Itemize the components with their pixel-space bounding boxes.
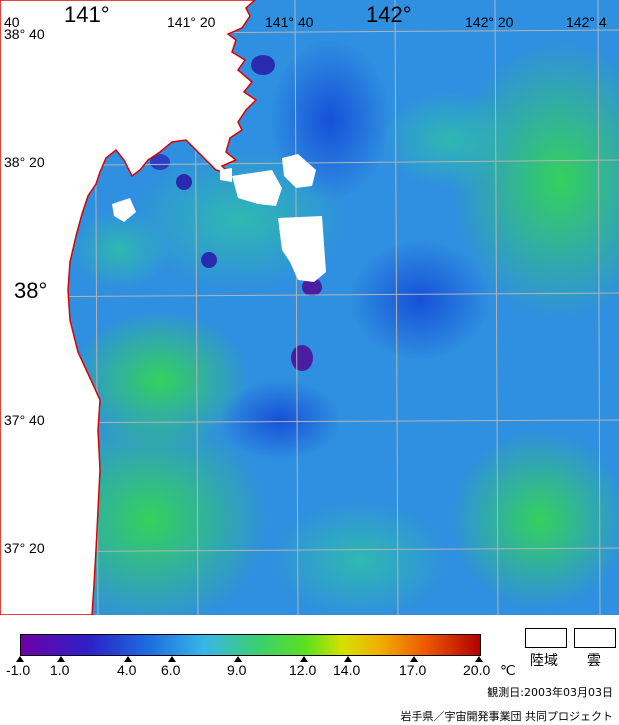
colorbar-tick-label: 9.0: [227, 662, 247, 678]
colorbar-tick-label: 1.0: [50, 662, 70, 678]
colorbar-tick: [475, 656, 483, 662]
lat-label-37-20: 37° 20: [4, 540, 45, 556]
colorbar-tick: [344, 656, 352, 662]
corner-label: 40: [4, 14, 20, 30]
cloud-areas: [112, 154, 326, 282]
lat-label-38-40: 38° 40: [4, 26, 45, 42]
colorbar-tick: [57, 656, 65, 662]
observation-date: 観測日:2003年03月03日: [487, 686, 613, 699]
temperature-colorbar: [20, 634, 481, 656]
colorbar-tick: [16, 656, 24, 662]
land-swatch: [525, 628, 567, 648]
credit-text: 岩手県／宇宙開発事業団 共同プロジェクト: [400, 710, 614, 723]
lon-label-141: 141°: [64, 2, 110, 27]
colorbar-tick: [234, 656, 242, 662]
colorbar-tick-label: 17.0: [399, 662, 427, 678]
colorbar-tick: [300, 656, 308, 662]
colorbar-unit: ℃: [500, 662, 516, 678]
lon-label-141-40: 141° 40: [265, 14, 314, 30]
lat-label-37-40: 37° 40: [4, 412, 45, 428]
colorbar-tick-label: 4.0: [117, 662, 137, 678]
colorbar-tick-label: 20.0: [463, 662, 491, 678]
lon-label-142-20: 142° 20: [465, 14, 514, 30]
colorbar-tick: [410, 656, 418, 662]
lat-label-38: 38°: [14, 278, 48, 303]
land-label: 陸域: [530, 652, 558, 668]
cloud-label: 雲: [587, 652, 601, 668]
lat-label-38-20: 38° 20: [4, 154, 45, 170]
colorbar-tick-label: 12.0: [289, 662, 317, 678]
colorbar-tick: [124, 656, 132, 662]
lon-label-142: 142°: [366, 2, 412, 27]
sea-surface-temperature-map: [0, 0, 619, 615]
cloud-swatch: [574, 628, 616, 648]
colorbar-tick-label: -1.0: [6, 662, 31, 678]
colorbar-tick-label: 6.0: [161, 662, 181, 678]
lon-label-142-40: 142° 4: [566, 14, 607, 30]
land-area: [0, 0, 258, 615]
lon-label-141-20: 141° 20: [167, 14, 216, 30]
colorbar-tick: [168, 656, 176, 662]
colorbar-tick-label: 14.0: [333, 662, 361, 678]
